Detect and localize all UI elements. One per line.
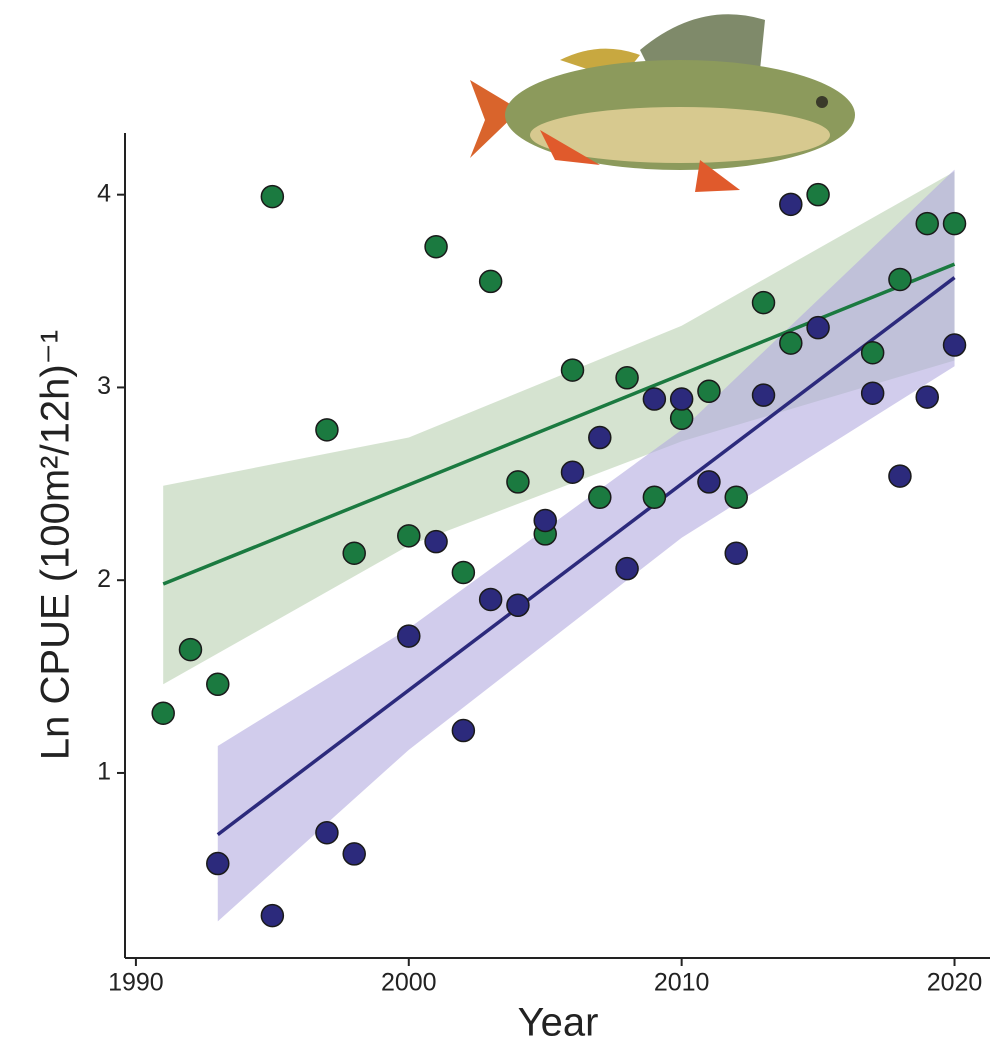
point: [451, 560, 476, 585]
point: [206, 672, 230, 697]
point: [860, 381, 885, 405]
fit-line: [216, 276, 956, 837]
point: [424, 234, 448, 259]
y-tick-label: 1: [97, 758, 111, 786]
point: [724, 485, 748, 510]
point: [342, 541, 366, 565]
point: [533, 508, 557, 533]
point: [942, 211, 967, 236]
point: [315, 820, 339, 845]
point: [560, 358, 585, 382]
point: [260, 184, 285, 209]
point: [779, 331, 803, 355]
x-tick-label: 2010: [654, 969, 710, 997]
point: [942, 333, 967, 357]
x-tick-label: 2000: [381, 969, 437, 997]
y-tick-label: 4: [97, 179, 111, 207]
point: [779, 192, 803, 217]
point: [642, 387, 667, 411]
point: [397, 624, 421, 648]
point: [860, 340, 885, 365]
point: [342, 842, 366, 866]
point: [478, 587, 503, 612]
point: [506, 470, 530, 494]
point: [451, 718, 476, 743]
point: [751, 290, 776, 315]
point: [806, 182, 830, 207]
point: [669, 387, 694, 411]
point: [915, 385, 939, 409]
point: [560, 460, 585, 485]
confidence-band: [217, 169, 955, 922]
point: [151, 701, 175, 725]
point: [397, 524, 421, 548]
y-axis-title: Ln CPUE (100m²/12h)⁻¹: [34, 330, 78, 760]
y-tick-label: 2: [97, 565, 111, 593]
point: [588, 425, 612, 450]
x-tick-label: 1990: [108, 969, 164, 997]
y-tick-label: 3: [97, 372, 111, 400]
point: [697, 470, 721, 494]
point: [588, 485, 612, 510]
point: [615, 556, 639, 581]
point: [506, 593, 530, 618]
x-axis-title: Year: [518, 1001, 599, 1045]
point: [315, 418, 339, 442]
point: [751, 383, 776, 407]
point: [615, 366, 639, 390]
point: [260, 903, 285, 928]
point: [697, 379, 721, 404]
point: [424, 529, 448, 554]
point: [478, 269, 503, 294]
point: [806, 315, 830, 340]
point: [642, 485, 667, 510]
point: [915, 211, 939, 236]
point: [888, 267, 912, 292]
fish-illustration: [470, 14, 855, 192]
x-tick-label: 2020: [927, 969, 983, 997]
point: [178, 637, 203, 662]
point: [206, 851, 230, 876]
point: [888, 464, 912, 488]
point: [724, 541, 748, 565]
